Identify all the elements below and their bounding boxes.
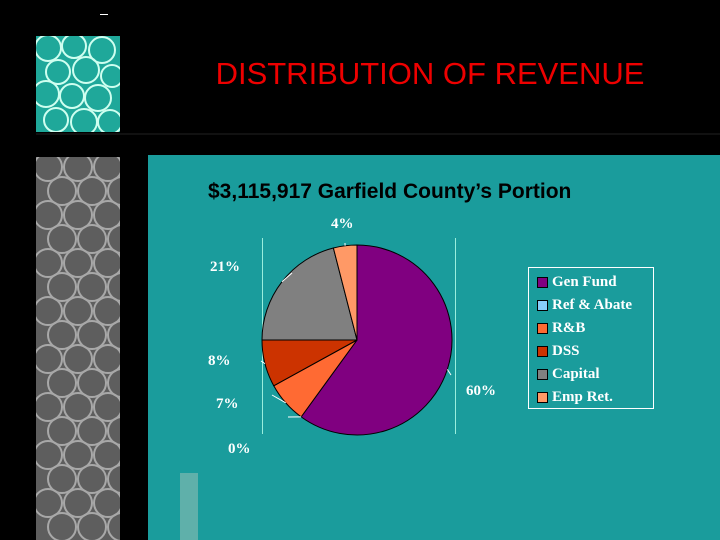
circles-pattern-top (36, 36, 120, 132)
slice-label: 21% (210, 259, 240, 275)
slice-label: 8% (208, 353, 231, 369)
leader-line (271, 394, 286, 404)
slice-label: 0% (228, 441, 251, 457)
legend-label: DSS (552, 343, 580, 359)
legend-item: Capital (537, 366, 600, 386)
legend-item: Emp Ret. (537, 389, 613, 409)
legend-label: Gen Fund (552, 274, 617, 290)
legend-item: DSS (537, 343, 580, 363)
pie-slice (300, 244, 453, 436)
corner-dash (100, 14, 108, 15)
leader-line (281, 272, 293, 283)
slice-label: 60% (466, 383, 496, 399)
chart-title: $3,115,917 Garfield County’s Portion (208, 180, 572, 203)
slice-label: 4% (331, 216, 354, 232)
legend-swatch (537, 300, 548, 312)
leader-line (260, 360, 266, 365)
leader-line (446, 369, 452, 376)
slide-title: DISTRIBUTION OF REVENUE (215, 56, 645, 91)
panel-stripe (180, 473, 198, 540)
legend-label: Emp Ret. (552, 389, 613, 405)
legend-item: Gen Fund (537, 274, 617, 294)
pie-slice (261, 247, 358, 341)
title-divider (36, 133, 720, 149)
legend-swatch (537, 277, 548, 289)
legend-label: Capital (552, 366, 600, 382)
legend-swatch (537, 346, 548, 358)
chart-legend: Gen Fund Ref & Abate R&B DSS Capital Emp Ret. (528, 267, 654, 409)
legend-item: R&B (537, 320, 585, 340)
legend-swatch (537, 369, 548, 381)
pie-chart: 60% 0% 7% 8% 21% 4% (208, 216, 496, 457)
circles-pattern-side (36, 157, 120, 540)
slice-label: 7% (216, 396, 239, 412)
legend-label: R&B (552, 320, 586, 336)
legend-swatch (537, 392, 548, 404)
legend-label: Ref & Abate (552, 297, 632, 313)
legend-item: Ref & Abate (537, 297, 632, 317)
legend-swatch (537, 323, 548, 335)
